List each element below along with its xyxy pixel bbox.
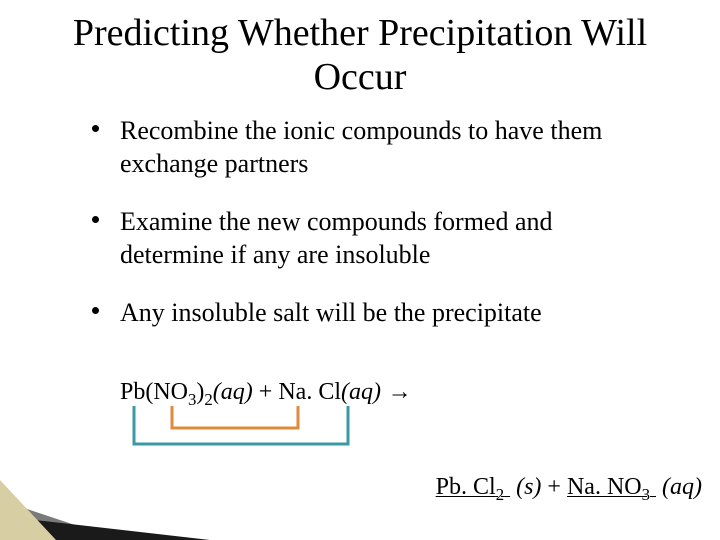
eq-text: Na. Cl — [278, 379, 341, 405]
inner-bracket — [172, 406, 298, 428]
bullet-text: Any insoluble salt will be the precipita… — [120, 298, 542, 327]
eq-state: (aq) — [341, 379, 381, 405]
bullet-text: Examine the new compounds formed and det… — [120, 207, 553, 269]
eq-text: + — [253, 379, 279, 405]
outer-bracket — [134, 406, 348, 444]
bullet-item: Recombine the ionic compounds to have th… — [120, 115, 660, 180]
bullet-dot — [92, 216, 99, 223]
eq-text: Pb. Cl — [436, 474, 496, 500]
bullet-dot — [92, 307, 99, 314]
eq-sub: 3 — [642, 485, 650, 504]
bullet-item: Examine the new compounds formed and det… — [120, 206, 660, 271]
eq-text: Na. NO — [567, 474, 642, 500]
eq-text: + — [541, 474, 567, 500]
reactants-equation: Pb(NO3)2(aq) + Na. Cl(aq) → — [120, 378, 412, 406]
arrow-icon: → — [381, 378, 412, 405]
eq-sub: 2 — [496, 485, 504, 504]
eq-state: (s) — [510, 474, 541, 500]
products-equation: Pb. Cl2 (s) + Na. NO3 (aq) — [436, 474, 702, 501]
corner-triangle-beige — [0, 480, 56, 540]
bullet-item: Any insoluble salt will be the precipita… — [120, 297, 660, 330]
eq-product: Na. NO3 — [567, 474, 656, 500]
exchange-brackets — [118, 404, 398, 454]
bullet-list: Recombine the ionic compounds to have th… — [0, 109, 720, 330]
page-title: Predicting Whether Precipitation Will Oc… — [0, 0, 720, 109]
eq-state: (aq) — [213, 379, 253, 405]
eq-state: (aq) — [656, 474, 702, 500]
bullet-dot — [92, 125, 99, 132]
eq-text: Pb(NO — [120, 379, 188, 405]
bullet-text: Recombine the ionic compounds to have th… — [120, 116, 602, 178]
eq-product: Pb. Cl2 — [436, 474, 510, 500]
